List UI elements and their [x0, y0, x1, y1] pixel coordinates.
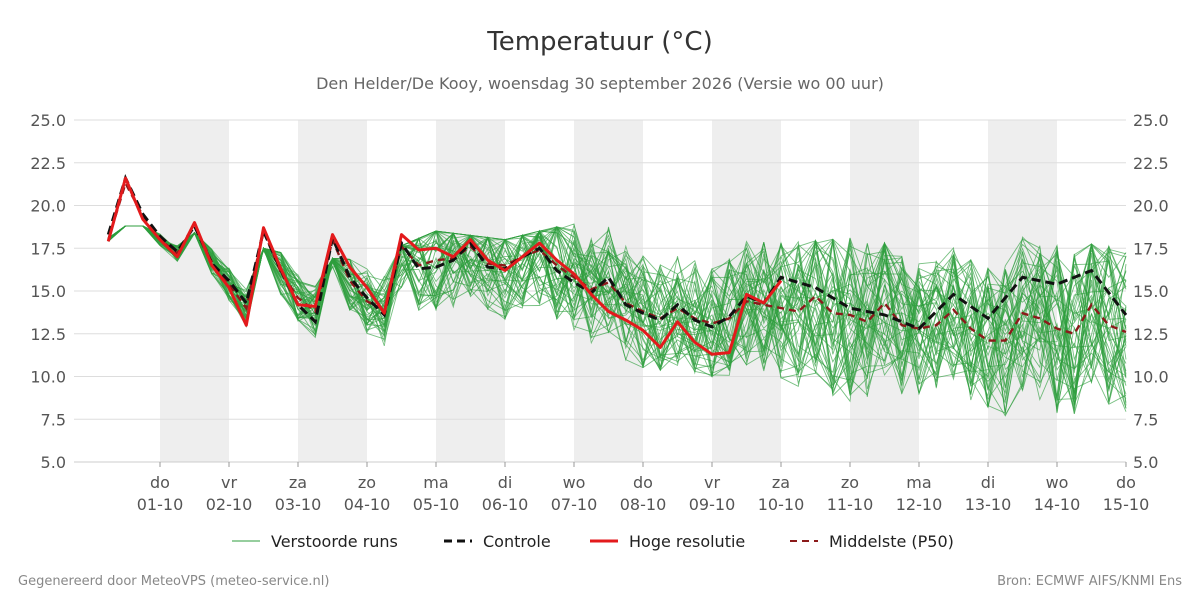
x-tick-weekday: do	[1116, 473, 1136, 492]
x-tick-weekday: za	[289, 473, 307, 492]
legend-hires-label: Hoge resolutie	[629, 532, 745, 551]
x-tick-weekday: wo	[563, 473, 586, 492]
x-tick-date: 04-10	[344, 495, 391, 514]
x-tick-date: 14-10	[1034, 495, 1081, 514]
y-tick-label: 5.0	[1133, 453, 1158, 472]
x-tick-weekday: vr	[704, 473, 720, 492]
y-tick-label: 7.5	[41, 410, 66, 429]
y-tick-label: 5.0	[41, 453, 66, 472]
grid-lines	[74, 119, 1126, 463]
x-tick-date: 07-10	[551, 495, 598, 514]
y-tick-label: 25.0	[30, 111, 66, 130]
x-tick-date: 09-10	[689, 495, 736, 514]
x-tick-date: 12-10	[896, 495, 943, 514]
x-tick-weekday: zo	[358, 473, 376, 492]
x-tick-date: 03-10	[275, 495, 322, 514]
x-tick-weekday: za	[772, 473, 790, 492]
legend: Verstoorde runs Controle Hoge resolutie …	[232, 532, 954, 551]
y-tick-label: 7.5	[1133, 410, 1158, 429]
x-tick-date: 06-10	[482, 495, 529, 514]
x-tick-date: 02-10	[206, 495, 253, 514]
y-tick-label: 22.5	[1133, 154, 1169, 173]
y-tick-label: 15.0	[30, 282, 66, 301]
x-tick-weekday: zo	[841, 473, 859, 492]
x-tick-date: 08-10	[620, 495, 667, 514]
x-axis: do 01-10 vr 02-10 za 03-10 zo 04-10 ma 05-10 di 06-…	[137, 462, 1150, 514]
y-tick-label: 10.0	[1133, 368, 1169, 387]
ensemble-member-line	[108, 225, 1127, 413]
chart-title: Temperatuur (°C)	[486, 27, 712, 57]
legend-median-label: Middelste (P50)	[829, 532, 954, 551]
y-tick-label: 17.5	[30, 239, 66, 258]
y-tick-label: 15.0	[1133, 282, 1169, 301]
series-lines	[106, 173, 1128, 356]
control-line	[106, 173, 1128, 331]
x-tick-date: 13-10	[965, 495, 1012, 514]
x-tick-weekday: ma	[906, 473, 931, 492]
x-tick-date: 10-10	[758, 495, 805, 514]
x-tick-weekday: vr	[221, 473, 237, 492]
ensemble-member-line	[108, 225, 1127, 414]
y-axis-left: 5.0 7.5 10.0 12.5 15.0 17.5 20.0 22.5 25.0	[30, 111, 66, 472]
y-tick-label: 10.0	[30, 368, 66, 387]
x-tick-weekday: ma	[423, 473, 448, 492]
x-tick-weekday: wo	[1046, 473, 1069, 492]
y-tick-label: 20.0	[1133, 197, 1169, 216]
x-tick-weekday: do	[150, 473, 170, 492]
y-tick-label: 22.5	[30, 154, 66, 173]
legend-control-label: Controle	[483, 532, 551, 551]
footer-source: Bron: ECMWF AIFS/KNMI Ens	[997, 574, 1182, 589]
x-tick-date: 15-10	[1103, 495, 1150, 514]
hires-line	[106, 176, 783, 356]
legend-perturbed-label: Verstoorde runs	[271, 532, 398, 551]
ensemble-member-line	[108, 225, 1127, 398]
y-tick-label: 25.0	[1133, 111, 1169, 130]
x-tick-date: 05-10	[413, 495, 460, 514]
x-tick-weekday: di	[981, 473, 996, 492]
chart-subtitle: Den Helder/De Kooy, woensdag 30 septembe…	[316, 74, 884, 93]
x-tick-date: 11-10	[827, 495, 874, 514]
y-axis-right: 5.0 7.5 10.0 12.5 15.0 17.5 20.0 22.5 25.0	[1133, 111, 1169, 472]
x-tick-date: 01-10	[137, 495, 184, 514]
y-tick-label: 12.5	[30, 325, 66, 344]
y-tick-label: 12.5	[1133, 325, 1169, 344]
footer-generated-by: Gegenereerd door MeteoVPS (meteo-service…	[18, 574, 329, 589]
y-tick-label: 20.0	[30, 197, 66, 216]
x-tick-weekday: di	[498, 473, 513, 492]
x-tick-weekday: do	[633, 473, 653, 492]
y-tick-label: 17.5	[1133, 239, 1169, 258]
